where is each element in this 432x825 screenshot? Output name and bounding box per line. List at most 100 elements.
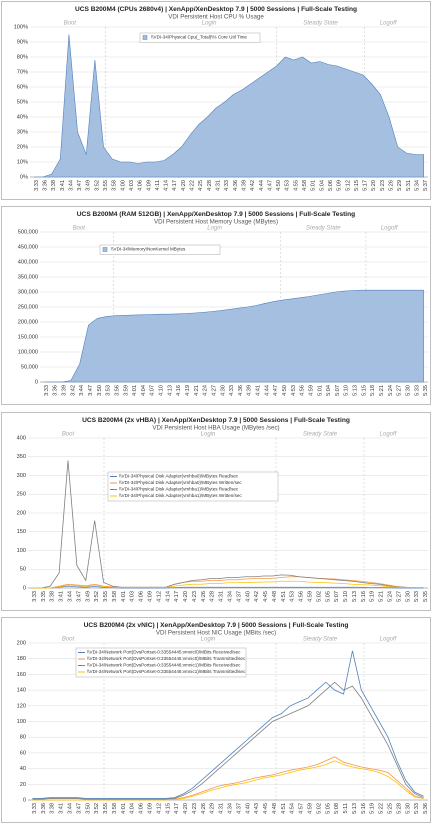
legend-label: \\VDI-34\Memory\NonKernel MBytes <box>111 247 186 252</box>
area <box>44 289 424 383</box>
y-tick-label: 250,000 <box>18 304 38 310</box>
x-tick-label: 3:55 <box>103 803 109 814</box>
x-tick-label: 4:57 <box>299 803 305 814</box>
x-tick-label: 4:23 <box>192 591 198 602</box>
legend-label: \\VDI-34\Network Port(DvsPortset-0:33554… <box>87 656 246 661</box>
x-tick-label: 3:33 <box>32 803 38 814</box>
x-tick-label: 4:01 <box>121 803 127 814</box>
line <box>32 681 424 800</box>
x-tick-label: 5:16 <box>361 591 367 602</box>
x-tick-label: 4:54 <box>290 803 296 814</box>
x-tick-label: 4:12 <box>156 803 162 814</box>
x-tick-label: 4:27 <box>211 385 217 396</box>
x-tick-label: 4:10 <box>159 385 165 396</box>
x-tick-label: 4:47 <box>267 180 273 191</box>
x-tick-label: 4:19 <box>185 385 191 396</box>
x-tick-label: 3:38 <box>51 180 57 191</box>
x-tick-label: 4:21 <box>194 385 200 396</box>
y-tick-label: 500,000 <box>18 229 38 235</box>
y-tick-label: 160 <box>17 672 26 678</box>
x-tick-label: 3:49 <box>86 180 92 191</box>
x-tick-label: 4:15 <box>165 803 171 814</box>
y-tick-label: 450,000 <box>18 244 38 250</box>
x-tick-label: 5:04 <box>319 180 325 191</box>
chart-panel <box>1 412 431 611</box>
x-tick-label: 4:56 <box>300 385 306 396</box>
x-tick-label: 5:24 <box>387 591 393 602</box>
phase-label: Logoff <box>381 226 399 232</box>
x-tick-label: 3:36 <box>53 385 59 396</box>
x-tick-label: 5:28 <box>396 803 402 814</box>
phase-label: Login <box>201 432 216 438</box>
x-tick-label: 3:58 <box>112 591 118 602</box>
x-tick-label: 4:48 <box>272 591 278 602</box>
legend-label: \\VDI-34\Physical Disk Adapter(vmhba1)\M… <box>119 493 242 498</box>
y-tick-label: 140 <box>17 688 26 694</box>
x-tick-label: 5:18 <box>370 385 376 396</box>
x-tick-label: 4:00 <box>120 180 126 191</box>
x-tick-label: 5:35 <box>423 385 429 396</box>
x-tick-label: 4:06 <box>138 180 144 191</box>
x-tick-label: 4:59 <box>307 803 313 814</box>
x-tick-label: 5:01 <box>311 180 317 191</box>
x-tick-label: 5:07 <box>335 385 341 396</box>
x-tick-label: 5:07 <box>334 591 340 602</box>
x-tick-label: 3:36 <box>41 803 47 814</box>
x-tick-label: 4:40 <box>245 591 251 602</box>
y-tick-label: 40 <box>20 766 26 772</box>
chart-title: UCS B200M4 (RAM 512GB) | XenApp/XenDeskt… <box>77 211 355 218</box>
line <box>32 576 424 589</box>
x-tick-label: 4:09 <box>146 180 152 191</box>
x-tick-label: 4:26 <box>201 803 207 814</box>
phase-label: Login <box>207 226 222 232</box>
x-tick-label: 3:41 <box>59 803 65 814</box>
line <box>32 760 424 801</box>
x-tick-label: 4:04 <box>130 803 136 814</box>
chart-title: UCS B200M4 (2x vHBA) | XenApp/XenDesktop… <box>82 417 350 424</box>
x-tick-label: 4:43 <box>254 803 260 814</box>
x-tick-label: 3:44 <box>67 803 73 814</box>
chart-subtitle: VDI Persistent Host HBA Usage (MBytes /s… <box>152 425 279 432</box>
line <box>32 580 424 589</box>
area <box>34 34 424 178</box>
x-tick-label: 4:40 <box>245 803 251 814</box>
y-tick-label: 60% <box>17 84 28 90</box>
x-tick-label: 5:01 <box>317 385 323 396</box>
x-tick-label: 3:33 <box>44 385 50 396</box>
line <box>32 460 424 589</box>
x-tick-label: 4:17 <box>174 591 180 602</box>
legend-label: \\VDI-34\Physical Cpu(_Total)\% Core Uti… <box>151 35 247 40</box>
x-tick-label: 4:37 <box>236 803 242 814</box>
y-tick-label: 150,000 <box>18 334 38 340</box>
x-tick-label: 5:13 <box>352 591 358 602</box>
x-tick-label: 5:30 <box>405 385 411 396</box>
y-tick-label: 100 <box>17 719 26 725</box>
x-tick-label: 5:27 <box>396 591 402 602</box>
x-tick-label: 4:30 <box>220 385 226 396</box>
x-tick-label: 3:52 <box>94 591 100 602</box>
x-tick-label: 3:42 <box>70 385 76 396</box>
x-tick-label: 4:42 <box>250 180 256 191</box>
x-tick-label: 5:24 <box>388 385 394 396</box>
y-tick-label: 350 <box>17 454 26 460</box>
x-tick-label: 4:45 <box>263 803 269 814</box>
y-tick-label: 20 <box>20 782 26 788</box>
x-tick-label: 5:06 <box>328 180 334 191</box>
x-tick-label: 5:27 <box>397 385 403 396</box>
x-tick-label: 5:04 <box>326 385 332 396</box>
x-tick-label: 3:52 <box>94 803 100 814</box>
x-tick-label: 4:45 <box>263 591 269 602</box>
x-tick-label: 4:36 <box>233 180 239 191</box>
y-tick-label: 10% <box>17 159 28 165</box>
x-tick-label: 3:58 <box>112 803 118 814</box>
x-tick-label: 3:50 <box>97 385 103 396</box>
x-tick-label: 4:11 <box>155 180 161 190</box>
chart-title: UCS B200M4 (CPUs 2680v4) | XenApp/XenDes… <box>75 6 357 13</box>
chart-subtitle: VDI Persistent Host NIC Usage (MBits /se… <box>156 630 276 637</box>
x-tick-label: 5:25 <box>387 803 393 814</box>
x-tick-label: 5:20 <box>371 180 377 191</box>
x-tick-label: 4:34 <box>227 803 233 814</box>
x-tick-label: 5:09 <box>337 180 343 191</box>
legend-swatch <box>102 247 108 252</box>
